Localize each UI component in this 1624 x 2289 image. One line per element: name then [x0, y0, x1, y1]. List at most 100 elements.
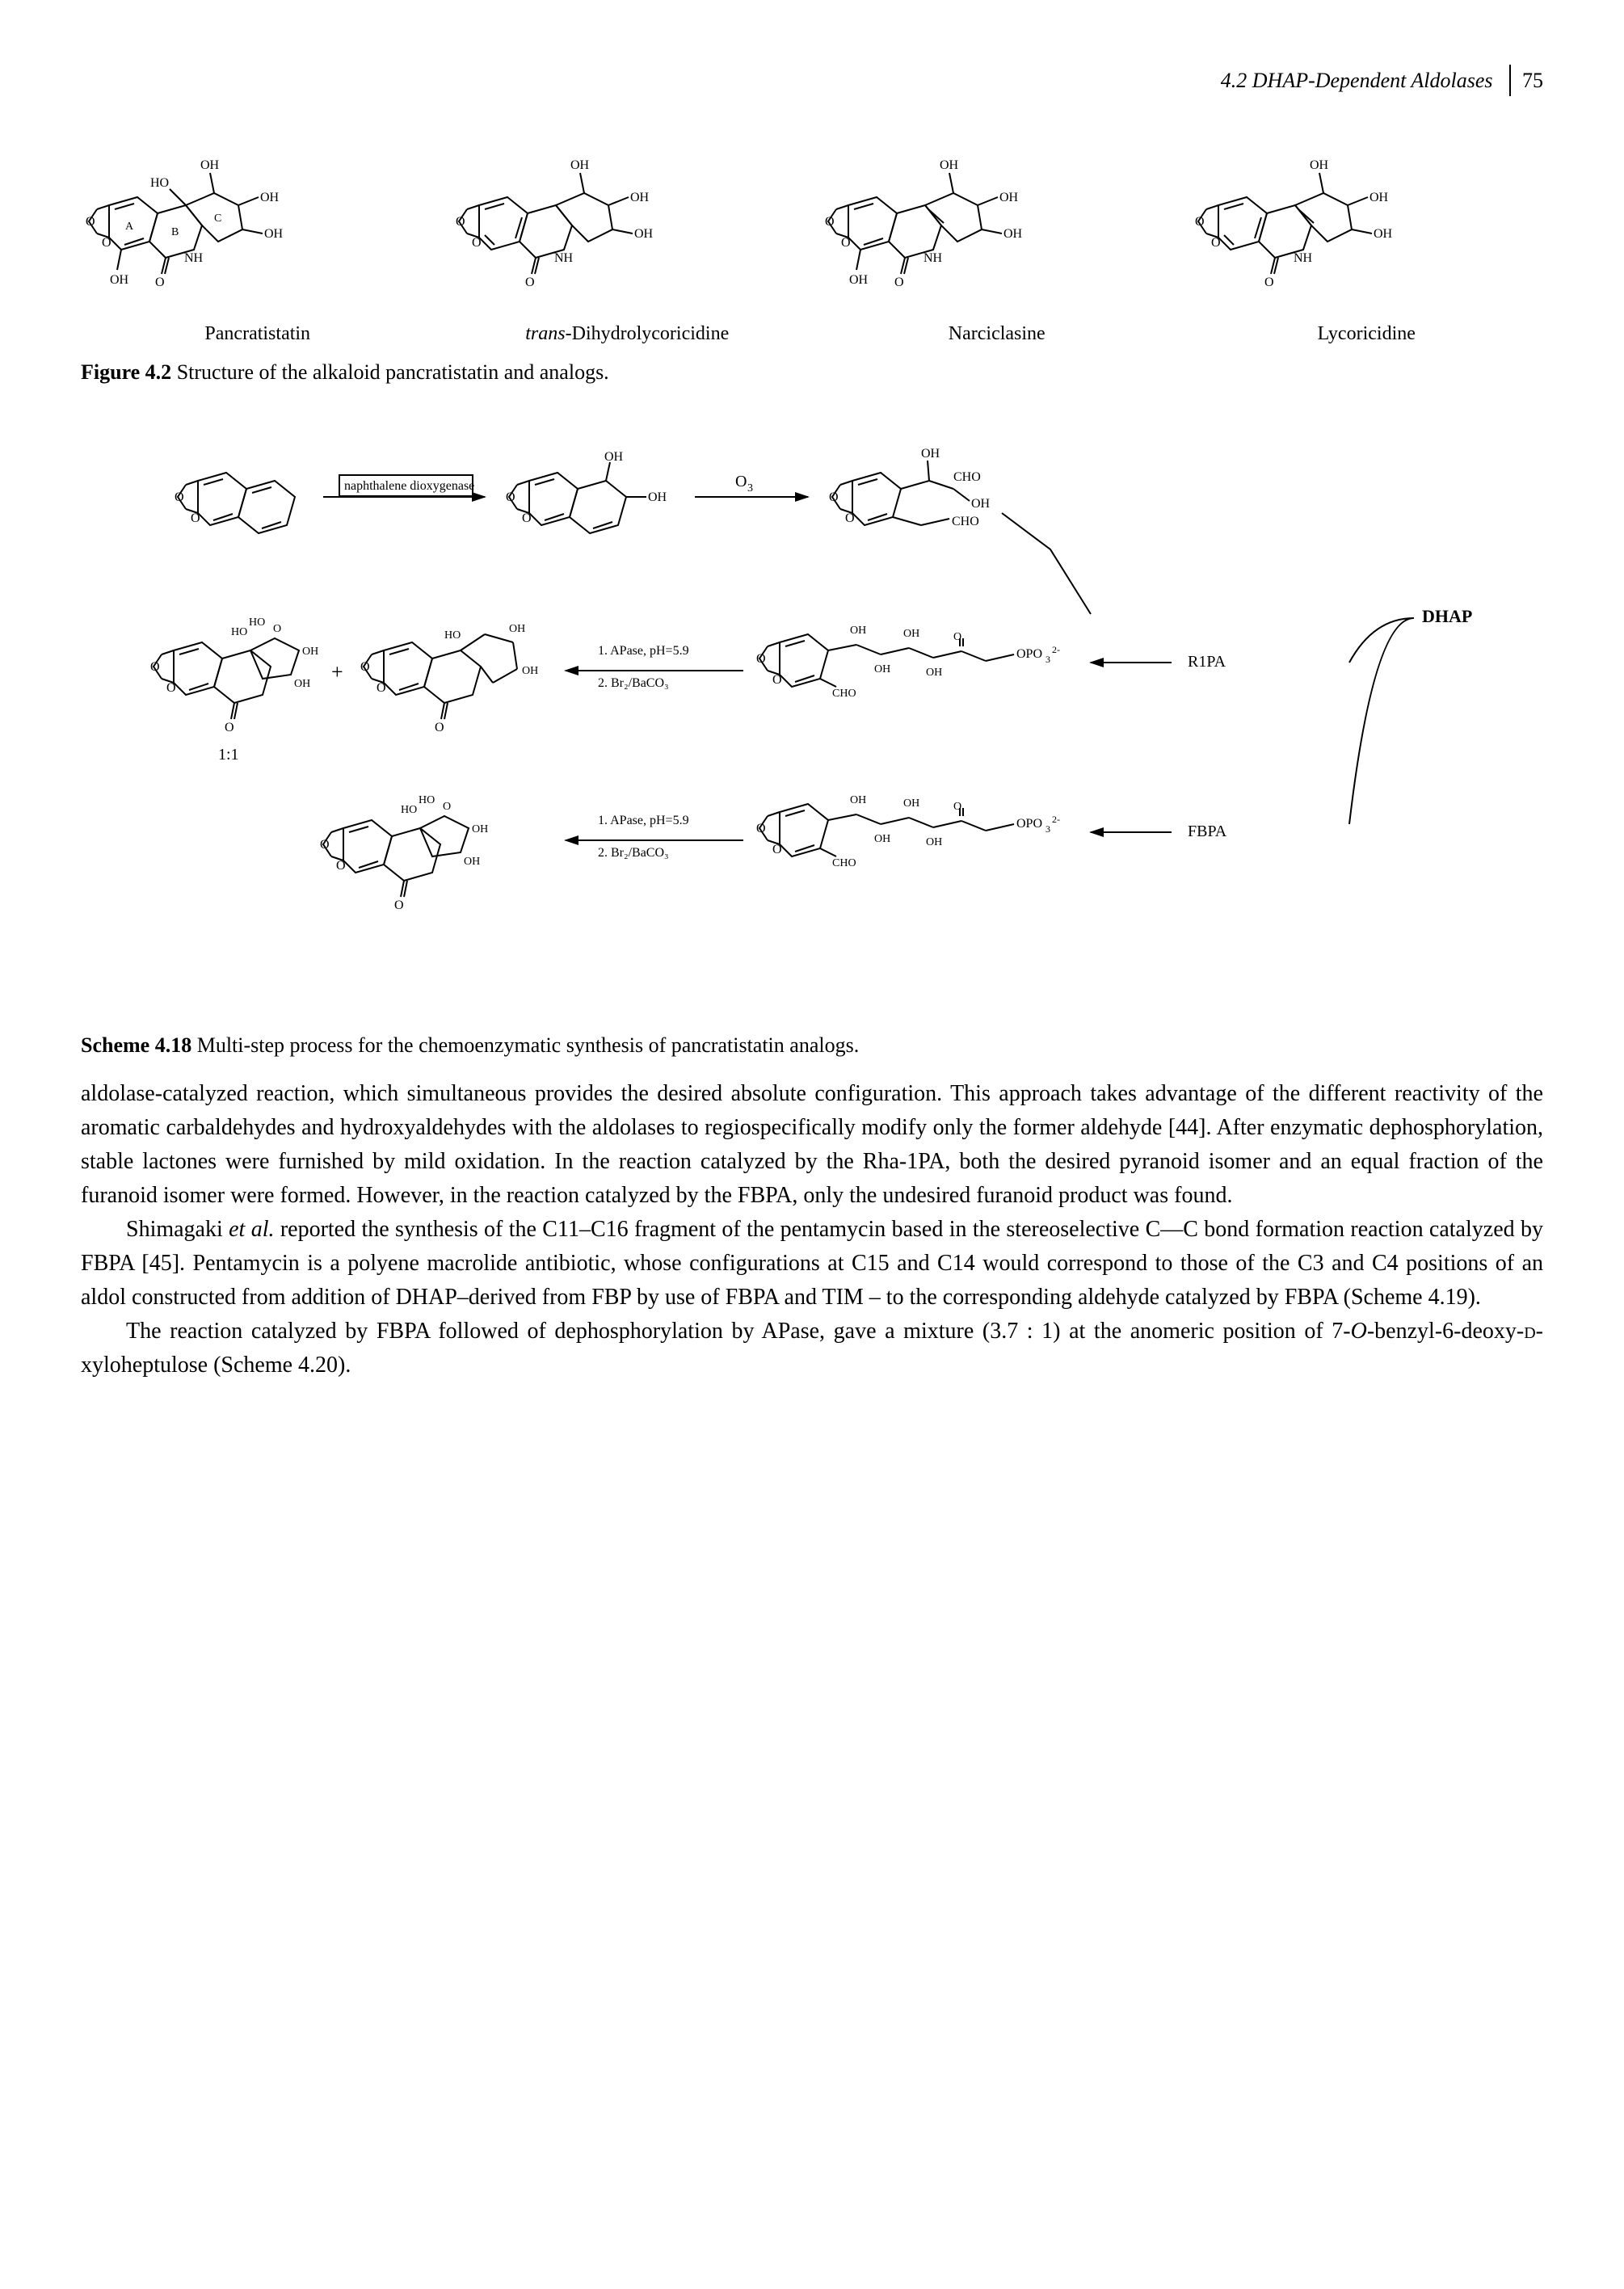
svg-text:HO: HO [150, 176, 169, 190]
svg-text:OH: OH [1310, 158, 1329, 172]
svg-text:OH: OH [874, 663, 890, 675]
label-trans-dihydrolycoricidine: trans-Dihydrolycoricidine [451, 319, 805, 348]
svg-text:NH: NH [1294, 251, 1313, 265]
svg-text:O: O [894, 276, 904, 289]
svg-text:CHO: CHO [952, 515, 979, 528]
svg-text:OH: OH [999, 191, 1019, 204]
svg-text:OH: OH [302, 646, 318, 658]
svg-text:CHO: CHO [953, 470, 981, 484]
scheme-4-18-caption: Scheme 4.18 Multi-step process for the c… [81, 1029, 1543, 1061]
struct-narciclasine: O O NH O OH OH OH OH Narciclasi [820, 128, 1174, 348]
svg-text:O: O [394, 898, 404, 912]
svg-text:OH: OH [926, 836, 942, 848]
paragraph-2: Shimagaki et al. reported the synthesis … [81, 1213, 1543, 1315]
lycoricidine-svg: O O NH O OH OH OH [1190, 128, 1400, 314]
svg-text:O: O [150, 660, 160, 674]
svg-text:1. APase, pH=5.9: 1. APase, pH=5.9 [598, 814, 689, 827]
svg-text:OH: OH [874, 833, 890, 845]
svg-text:2. Br₂/BaCO₃: 2. Br₂/BaCO₃ [598, 676, 669, 690]
label-narciclasine: Narciclasine [820, 319, 1174, 348]
struct-pancratistatin: O O A B NH O C [81, 128, 435, 348]
structures-row: O O A B NH O C [81, 128, 1543, 348]
svg-text:OH: OH [260, 191, 280, 204]
svg-text:OH: OH [971, 497, 991, 511]
svg-text:O: O [456, 215, 465, 229]
scheme-label: Scheme 4.18 [81, 1033, 191, 1057]
svg-text:OH: OH [604, 450, 624, 464]
svg-text:O: O [155, 276, 165, 289]
svg-text:OH: OH [1369, 191, 1389, 204]
body-text: aldolase-catalyzed reaction, which simul… [81, 1077, 1543, 1382]
svg-text:CHO: CHO [832, 688, 856, 700]
svg-text:O: O [756, 822, 766, 835]
svg-text:OH: OH [464, 856, 480, 868]
paragraph-1: aldolase-catalyzed reaction, which simul… [81, 1077, 1543, 1213]
svg-text:2. Br₂/BaCO₃: 2. Br₂/BaCO₃ [598, 846, 669, 860]
svg-text:OH: OH [926, 667, 942, 679]
svg-text:NH: NH [923, 251, 943, 265]
svg-text:O: O [360, 660, 370, 674]
svg-text:OH: OH [648, 490, 667, 504]
svg-text:O: O [735, 473, 747, 490]
svg-text:OH: OH [634, 227, 654, 241]
svg-text:HO: HO [231, 626, 247, 638]
figure-caption-text: Structure of the alkaloid pancratistatin… [177, 360, 609, 384]
svg-text:CHO: CHO [832, 857, 856, 869]
svg-text:OH: OH [110, 273, 129, 287]
svg-text:HO: HO [419, 794, 435, 806]
svg-text:OH: OH [849, 273, 869, 287]
svg-text:O: O [225, 721, 234, 734]
svg-text:OPO: OPO [1016, 817, 1042, 831]
scheme-4-18-svg: O O naphthalene dioxygenase O O OH [81, 436, 1535, 1018]
svg-text:O: O [86, 215, 95, 229]
svg-text:A: A [125, 221, 134, 233]
svg-text:OH: OH [472, 823, 488, 835]
svg-text:3: 3 [1046, 654, 1050, 665]
svg-text:HO: HO [249, 616, 265, 629]
svg-text:OH: OH [509, 623, 525, 635]
svg-text:R1PA: R1PA [1188, 653, 1226, 671]
svg-text:O: O [825, 215, 835, 229]
svg-text:OH: OH [1374, 227, 1393, 241]
svg-text:FBPA: FBPA [1188, 823, 1227, 840]
narciclasine-svg: O O NH O OH OH OH OH [820, 128, 1030, 314]
svg-text:OH: OH [921, 447, 940, 461]
svg-text:O: O [829, 490, 839, 504]
svg-text:O: O [756, 652, 766, 666]
struct-trans-dihydrolycoricidine: O O NH O OH OH OH trans-Dihydrolycoricid… [451, 128, 805, 348]
svg-text:3: 3 [747, 482, 753, 494]
svg-text:O: O [1264, 276, 1274, 289]
svg-text:C: C [214, 212, 221, 225]
svg-text:O: O [506, 490, 515, 504]
svg-text:1:1: 1:1 [218, 746, 239, 764]
svg-text:OH: OH [903, 628, 919, 640]
svg-text:OH: OH [264, 227, 284, 241]
pancratistatin-svg: O O A B NH O C [81, 128, 291, 314]
label-naphthalene-dioxygenase: naphthalene dioxygenase [344, 479, 474, 493]
label-lycoricidine: Lycoricidine [1190, 319, 1544, 348]
svg-text:2-: 2- [1052, 814, 1060, 825]
svg-text:2-: 2- [1052, 644, 1060, 655]
figure-4-2-caption: Figure 4.2 Structure of the alkaloid pan… [81, 356, 1543, 388]
running-header: 4.2 DHAP-Dependent Aldolases 75 [81, 65, 1543, 96]
svg-text:+: + [331, 660, 343, 684]
svg-text:OH: OH [522, 665, 538, 677]
svg-text:O: O [175, 490, 184, 504]
scheme-4-18: O O naphthalene dioxygenase O O OH [81, 436, 1543, 1061]
svg-text:OH: OH [294, 678, 310, 690]
figure-4-2: O O A B NH O C [81, 128, 1543, 388]
svg-text:DHAP: DHAP [1422, 606, 1472, 626]
svg-text:OH: OH [1003, 227, 1023, 241]
svg-text:O: O [443, 801, 451, 813]
svg-text:NH: NH [554, 251, 574, 265]
svg-text:3: 3 [1046, 823, 1050, 835]
trans-dihydrolycoricidine-svg: O O NH O OH OH OH [451, 128, 661, 314]
paragraph-3: The reaction catalyzed by FBPA followed … [81, 1315, 1543, 1382]
svg-text:1. APase, pH=5.9: 1. APase, pH=5.9 [598, 644, 689, 658]
svg-text:OH: OH [940, 158, 959, 172]
svg-text:OH: OH [903, 797, 919, 810]
label-pancratistatin: Pancratistatin [81, 319, 435, 348]
svg-text:OPO: OPO [1016, 647, 1042, 661]
svg-text:O: O [525, 276, 535, 289]
svg-text:OH: OH [850, 625, 866, 637]
